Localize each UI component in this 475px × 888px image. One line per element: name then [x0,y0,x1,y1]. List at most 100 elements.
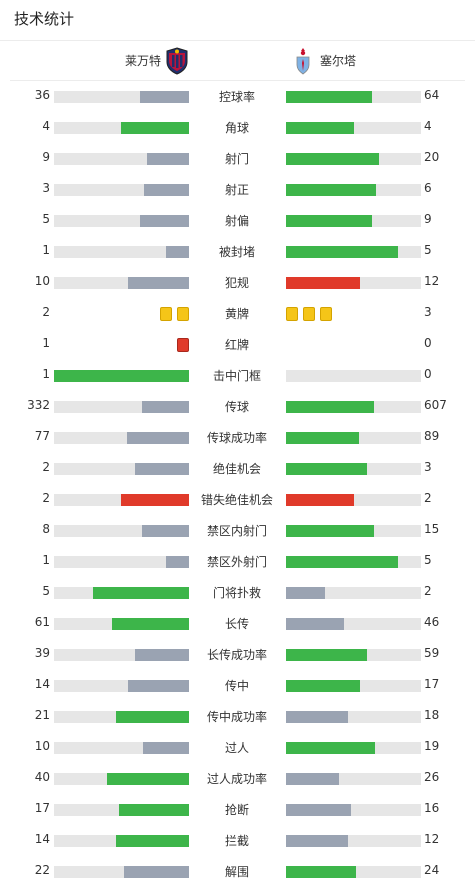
header-divider [10,80,465,81]
home-stat-bar [54,122,189,134]
home-stat-bar [54,742,189,754]
away-stat-bar-fill [286,401,374,413]
away-stat-value: 12 [424,274,440,288]
home-stat-value: 332 [27,398,50,412]
away-stat-value: 9 [424,212,432,226]
home-cards [160,307,189,321]
away-stat-bar-fill [286,432,359,444]
stat-label: 解围 [224,865,249,879]
away-stat-bar [286,246,421,258]
away-stat-bar-fill [286,246,398,258]
away-stat-bar [286,835,421,847]
away-stat-value: 19 [424,739,440,753]
home-stat-bar [54,246,189,258]
home-stat-value: 17 [34,801,50,815]
away-stat-value: 3 [424,460,432,474]
team-header: 莱万特 塞尔塔 [0,44,475,78]
away-stat-bar [286,711,421,723]
home-stat-bar [54,153,189,165]
home-stat-bar [54,587,189,599]
home-stat-value: 4 [42,119,50,133]
home-stat-bar [54,277,189,289]
home-stat-value: 5 [42,212,50,226]
home-stat-bar-fill [127,432,189,444]
stat-label: 黄牌 [224,307,249,321]
away-stat-value: 16 [424,801,440,815]
home-stat-bar [54,835,189,847]
stat-label: 击中门框 [212,369,261,383]
away-stat-bar-fill [286,463,367,475]
away-stat-bar [286,587,421,599]
home-stat-bar [54,463,189,475]
away-stat-value: 17 [424,677,440,691]
stat-row: 61 长传 46 [0,608,475,639]
home-stat-bar [54,370,189,382]
home-stat-bar-fill [116,835,189,847]
away-stat-bar-fill [286,525,374,537]
away-cards [286,307,332,321]
stat-label: 过人 [224,741,249,755]
away-stat-bar [286,463,421,475]
stat-label: 传中 [224,679,249,693]
stat-row: 332 传球 607 [0,391,475,422]
stat-row: 5 门将扑救 2 [0,577,475,608]
stat-label: 绝佳机会 [212,462,261,476]
stat-label: 抢断 [224,803,249,817]
home-stat-value: 2 [42,305,50,319]
away-stat-bar [286,277,421,289]
away-stat-value: 20 [424,150,440,164]
stat-label: 射门 [224,152,249,166]
away-stat-value: 3 [424,305,432,319]
away-stat-value: 2 [424,491,432,505]
home-stat-value: 40 [34,770,50,784]
away-stat-value: 18 [424,708,440,722]
stat-label: 被封堵 [218,245,255,259]
stat-row: 77 传球成功率 89 [0,422,475,453]
home-stat-bar [54,432,189,444]
stat-label: 传球 [224,400,249,414]
away-stat-bar-fill [286,618,344,630]
away-stat-value: 46 [424,615,440,629]
away-stat-value: 0 [424,367,432,381]
away-stat-bar [286,370,421,382]
stat-row: 2 绝佳机会 3 [0,453,475,484]
home-stat-bar [54,215,189,227]
home-stat-bar [54,184,189,196]
home-stat-value: 21 [34,708,50,722]
home-stat-bar-fill [119,804,189,816]
away-stat-bar [286,618,421,630]
stat-row: 1 被封堵 5 [0,236,475,267]
stats-list: 36 控球率 64 4 角球 4 9 射门 20 3 射正 6 5 射偏 9 1 被封堵 5 10 犯规 12 2 黄牌 3 1… [0,81,475,887]
home-stat-bar-fill [128,680,189,692]
home-stat-bar [54,401,189,413]
stat-row: 2 错失绝佳机会 2 [0,484,475,515]
away-stat-value: 12 [424,832,440,846]
away-stat-bar-fill [286,184,376,196]
home-stat-bar-fill [107,773,189,785]
home-stat-bar-fill [121,494,189,506]
home-stat-bar-fill [116,711,189,723]
away-stat-bar-fill [286,215,372,227]
away-stat-bar [286,556,421,568]
celta-crest-icon [296,48,310,75]
stat-row: 9 射门 20 [0,143,475,174]
home-stat-bar [54,618,189,630]
home-stat-value: 1 [42,336,50,350]
stat-label: 拦截 [224,834,249,848]
away-team-name: 塞尔塔 [320,54,357,68]
away-stat-bar [286,773,421,785]
stat-label: 禁区内射门 [206,524,267,538]
stat-label: 禁区外射门 [206,555,267,569]
away-stat-bar-fill [286,556,398,568]
stat-label: 射正 [224,183,249,197]
away-stat-bar-fill [286,711,348,723]
away-stat-bar [286,215,421,227]
away-stat-value: 5 [424,553,432,567]
home-stat-value: 61 [34,615,50,629]
stat-row: 22 解围 24 [0,856,475,887]
stat-row: 40 过人成功率 26 [0,763,475,794]
title-divider [0,40,475,41]
away-stat-bar-fill [286,649,367,661]
away-stat-value: 15 [424,522,440,536]
